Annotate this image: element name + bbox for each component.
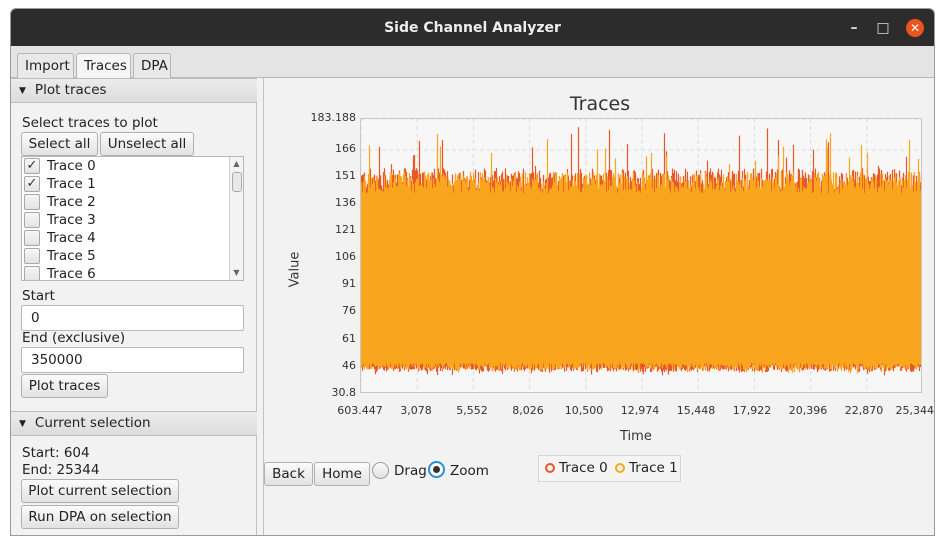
legend-trace-0: Trace 0 — [559, 460, 608, 476]
x-tick-label: 25,344.7 — [895, 404, 935, 417]
trace-list-item[interactable]: ✓ Trace 1 — [22, 175, 229, 193]
x-tick-label: 8,026 — [512, 404, 544, 417]
end-input[interactable]: 350000 — [21, 347, 244, 373]
trace-checkbox[interactable] — [24, 230, 40, 246]
trace-list-item[interactable]: Trace 3 — [22, 211, 229, 229]
plot-area[interactable] — [360, 118, 922, 393]
collapse-triangle-icon: ▼ — [19, 419, 26, 429]
home-button[interactable]: Home — [314, 462, 370, 486]
trace-label: Trace 2 — [47, 194, 96, 210]
trace-list[interactable]: ✓ Trace 0 ✓ Trace 1 Trace 2 Trace 3 Trace 4 Tra… — [21, 156, 244, 281]
chart-legend: Trace 0 Trace 1 — [538, 455, 681, 482]
trace-label: Trace 3 — [47, 212, 96, 228]
x-tick-label: 12,974 — [620, 404, 660, 417]
y-tick-label: 91 — [342, 277, 356, 291]
trace-label: Trace 4 — [47, 230, 96, 246]
trace-path — [361, 133, 921, 374]
start-label: Start — [22, 288, 55, 304]
plot-traces-header[interactable]: ▼ Plot traces — [11, 78, 257, 103]
plot-current-selection-button[interactable]: Plot current selection — [21, 479, 179, 503]
back-button[interactable]: Back — [264, 462, 313, 486]
y-tick-label: 30.8 — [331, 386, 357, 399]
y-axis-label: Value — [287, 251, 303, 288]
trace-list-item[interactable]: Trace 2 — [22, 193, 229, 211]
trace-checkbox[interactable] — [24, 266, 40, 280]
start-input[interactable]: 0 — [21, 305, 244, 331]
tab-import[interactable]: Import — [17, 53, 74, 78]
trace-series-1 — [361, 133, 921, 374]
plot-traces-title: Plot traces — [34, 82, 107, 98]
trace-checkbox[interactable]: ✓ — [24, 176, 40, 192]
y-tick-label: 136 — [335, 196, 356, 210]
current-selection-title: Current selection — [34, 415, 151, 431]
y-tick-label: 46 — [342, 358, 356, 372]
trace-checkbox[interactable] — [24, 194, 40, 210]
trace-list-item[interactable]: Trace 4 — [22, 229, 229, 247]
tab-dpa[interactable]: DPA — [133, 53, 171, 78]
trace-0-legend-icon — [545, 463, 555, 473]
title-bar: Side Channel Analyzer – □ ✕ — [11, 9, 934, 46]
zoom-radio[interactable] — [428, 461, 445, 478]
y-tick-label: 76 — [342, 304, 356, 318]
x-tick-label: 10,500 — [564, 404, 604, 417]
x-tick-label: 3,078 — [400, 404, 432, 417]
tab-traces[interactable]: Traces — [76, 53, 131, 79]
trace-checkbox[interactable] — [24, 212, 40, 228]
x-axis-label: Time — [620, 429, 652, 444]
x-tick-label: 15,448 — [676, 404, 716, 417]
trace-list-item[interactable]: Trace 5 — [22, 247, 229, 265]
drag-label: Drag — [394, 463, 427, 479]
x-tick-label: 20,396 — [788, 404, 828, 417]
trace-checkbox[interactable]: ✓ — [24, 158, 40, 174]
y-tick-label: 61 — [342, 331, 356, 345]
trace-label: Trace 0 — [47, 158, 96, 174]
y-tick-label: 151 — [335, 169, 356, 183]
x-tick-label: 17,922 — [732, 404, 772, 417]
scroll-thumb[interactable] — [232, 172, 242, 192]
x-tick-label: 603.447 — [337, 404, 383, 417]
app-window: Side Channel Analyzer – □ ✕ Import Trace… — [10, 8, 935, 536]
trace-label: Trace 1 — [47, 176, 96, 192]
trace-list-scrollbar[interactable]: ▲ ▼ — [229, 157, 243, 280]
trace-checkbox[interactable] — [24, 248, 40, 264]
y-tick-label: 166 — [335, 142, 356, 156]
collapse-triangle-icon: ▼ — [19, 86, 26, 96]
scroll-down-icon[interactable]: ▼ — [233, 268, 240, 277]
selection-start-text: Start: 604 — [22, 445, 90, 461]
tab-bar: Import Traces DPA — [11, 46, 934, 79]
unselect-all-button[interactable]: Unselect all — [100, 132, 194, 156]
close-button[interactable]: ✕ — [904, 9, 926, 46]
y-tick-label: 183.188 — [310, 111, 357, 124]
chart-title: Traces — [569, 93, 631, 115]
window-title: Side Channel Analyzer — [384, 19, 561, 36]
y-tick-label: 106 — [335, 250, 356, 264]
maximize-button[interactable]: □ — [876, 19, 890, 36]
close-icon: ✕ — [906, 18, 924, 37]
scroll-up-icon[interactable]: ▲ — [233, 159, 240, 168]
trace-1-legend-icon — [615, 463, 625, 473]
plot-traces-button[interactable]: Plot traces — [21, 374, 108, 398]
x-tick-label: 22,870 — [844, 404, 884, 417]
selection-end-text: End: 25344 — [22, 462, 100, 478]
y-tick-label: 121 — [335, 223, 356, 237]
controls-panel: ▼ Plot traces Select traces to plot Selec… — [11, 78, 257, 535]
trace-list-item[interactable]: ✓ Trace 0 — [22, 157, 229, 175]
legend-trace-1: Trace 1 — [629, 460, 678, 476]
trace-label: Trace 6 — [47, 266, 96, 281]
trace-list-item[interactable]: Trace 6 — [22, 265, 229, 281]
trace-plot — [361, 119, 921, 392]
end-label: End (exclusive) — [22, 330, 126, 346]
zoom-label: Zoom — [450, 463, 489, 479]
x-tick-label: 5,552 — [456, 404, 488, 417]
current-selection-header[interactable]: ▼ Current selection — [11, 411, 257, 436]
select-all-button[interactable]: Select all — [21, 132, 98, 156]
chart-panel: Traces 183.188 166 151 136 121 106 91 76 61 46 30.… — [263, 78, 935, 535]
trace-label: Trace 5 — [47, 248, 96, 264]
select-traces-label: Select traces to plot — [22, 115, 158, 131]
run-dpa-button[interactable]: Run DPA on selection — [21, 505, 179, 529]
minimize-button[interactable]: – — [850, 19, 858, 36]
drag-radio[interactable] — [372, 462, 389, 479]
